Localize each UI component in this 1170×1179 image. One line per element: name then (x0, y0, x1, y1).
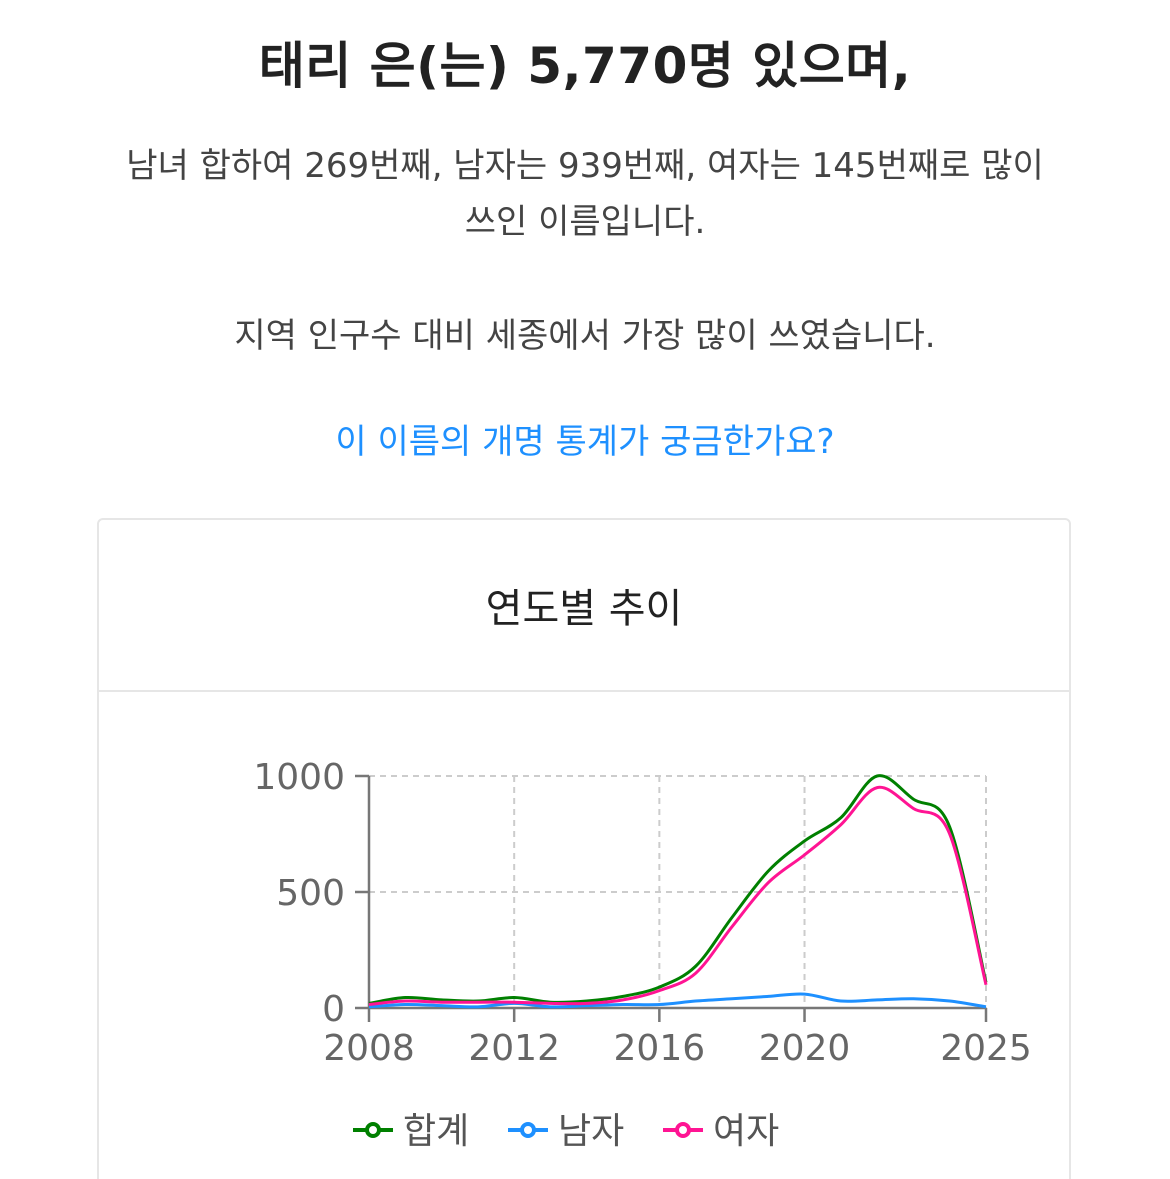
series-line-0 (368, 774, 988, 1005)
legend-label-1[interactable]: 남자 (558, 1111, 624, 1152)
legend-label-0[interactable]: 합계 (403, 1111, 469, 1152)
card-header: 연도별 추이 (99, 520, 1069, 692)
page-title: 태리 은(는) 5,770명 있으며, (258, 37, 912, 95)
legend-marker-1 (520, 1122, 536, 1138)
y-tick-label-0: 0 (322, 989, 345, 1030)
legend-label-2[interactable]: 여자 (713, 1111, 779, 1152)
summary-line-1: 남녀 합하여 269번째, 남자는 939번째, 여자는 145번째로 많이 (126, 146, 1044, 186)
yearly-trend-card: 연도별 추이 0 500 1000 2008 2012 2016 2020 2025 합계 남자 여… (97, 518, 1071, 1179)
legend-marker-2 (675, 1122, 691, 1138)
rename-stats-link[interactable]: 이 이름의 개명 통계가 궁금한가요? (335, 422, 835, 462)
y-tick-label-2: 1000 (253, 757, 345, 798)
name-rank-summary: 남녀 합하여 269번째, 남자는 939번째, 여자는 145번째로 많이 쓰… (40, 138, 1130, 250)
series-line-1 (368, 992, 987, 1009)
chart-container: 0 500 1000 2008 2012 2016 2020 2025 합계 남자 여자 (99, 692, 1069, 1179)
x-tick-label-1: 2012 (468, 1028, 560, 1069)
x-tick-label-4: 2025 (940, 1028, 1032, 1069)
yearly-trend-chart: 0 500 1000 2008 2012 2016 2020 2025 합계 남자 여자 (253, 757, 1032, 1152)
x-tick-label-0: 2008 (323, 1028, 415, 1069)
series-line-2 (368, 785, 988, 1007)
y-tick-label-1: 500 (276, 873, 345, 914)
region-summary: 지역 인구수 대비 세종에서 가장 많이 쓰였습니다. (234, 316, 936, 356)
x-tick-label-3: 2020 (759, 1028, 851, 1069)
legend-marker-0 (365, 1122, 381, 1138)
x-tick-label-2: 2016 (614, 1028, 706, 1069)
summary-line-2: 쓰인 이름입니다. (464, 202, 706, 242)
card-title: 연도별 추이 (485, 586, 683, 632)
